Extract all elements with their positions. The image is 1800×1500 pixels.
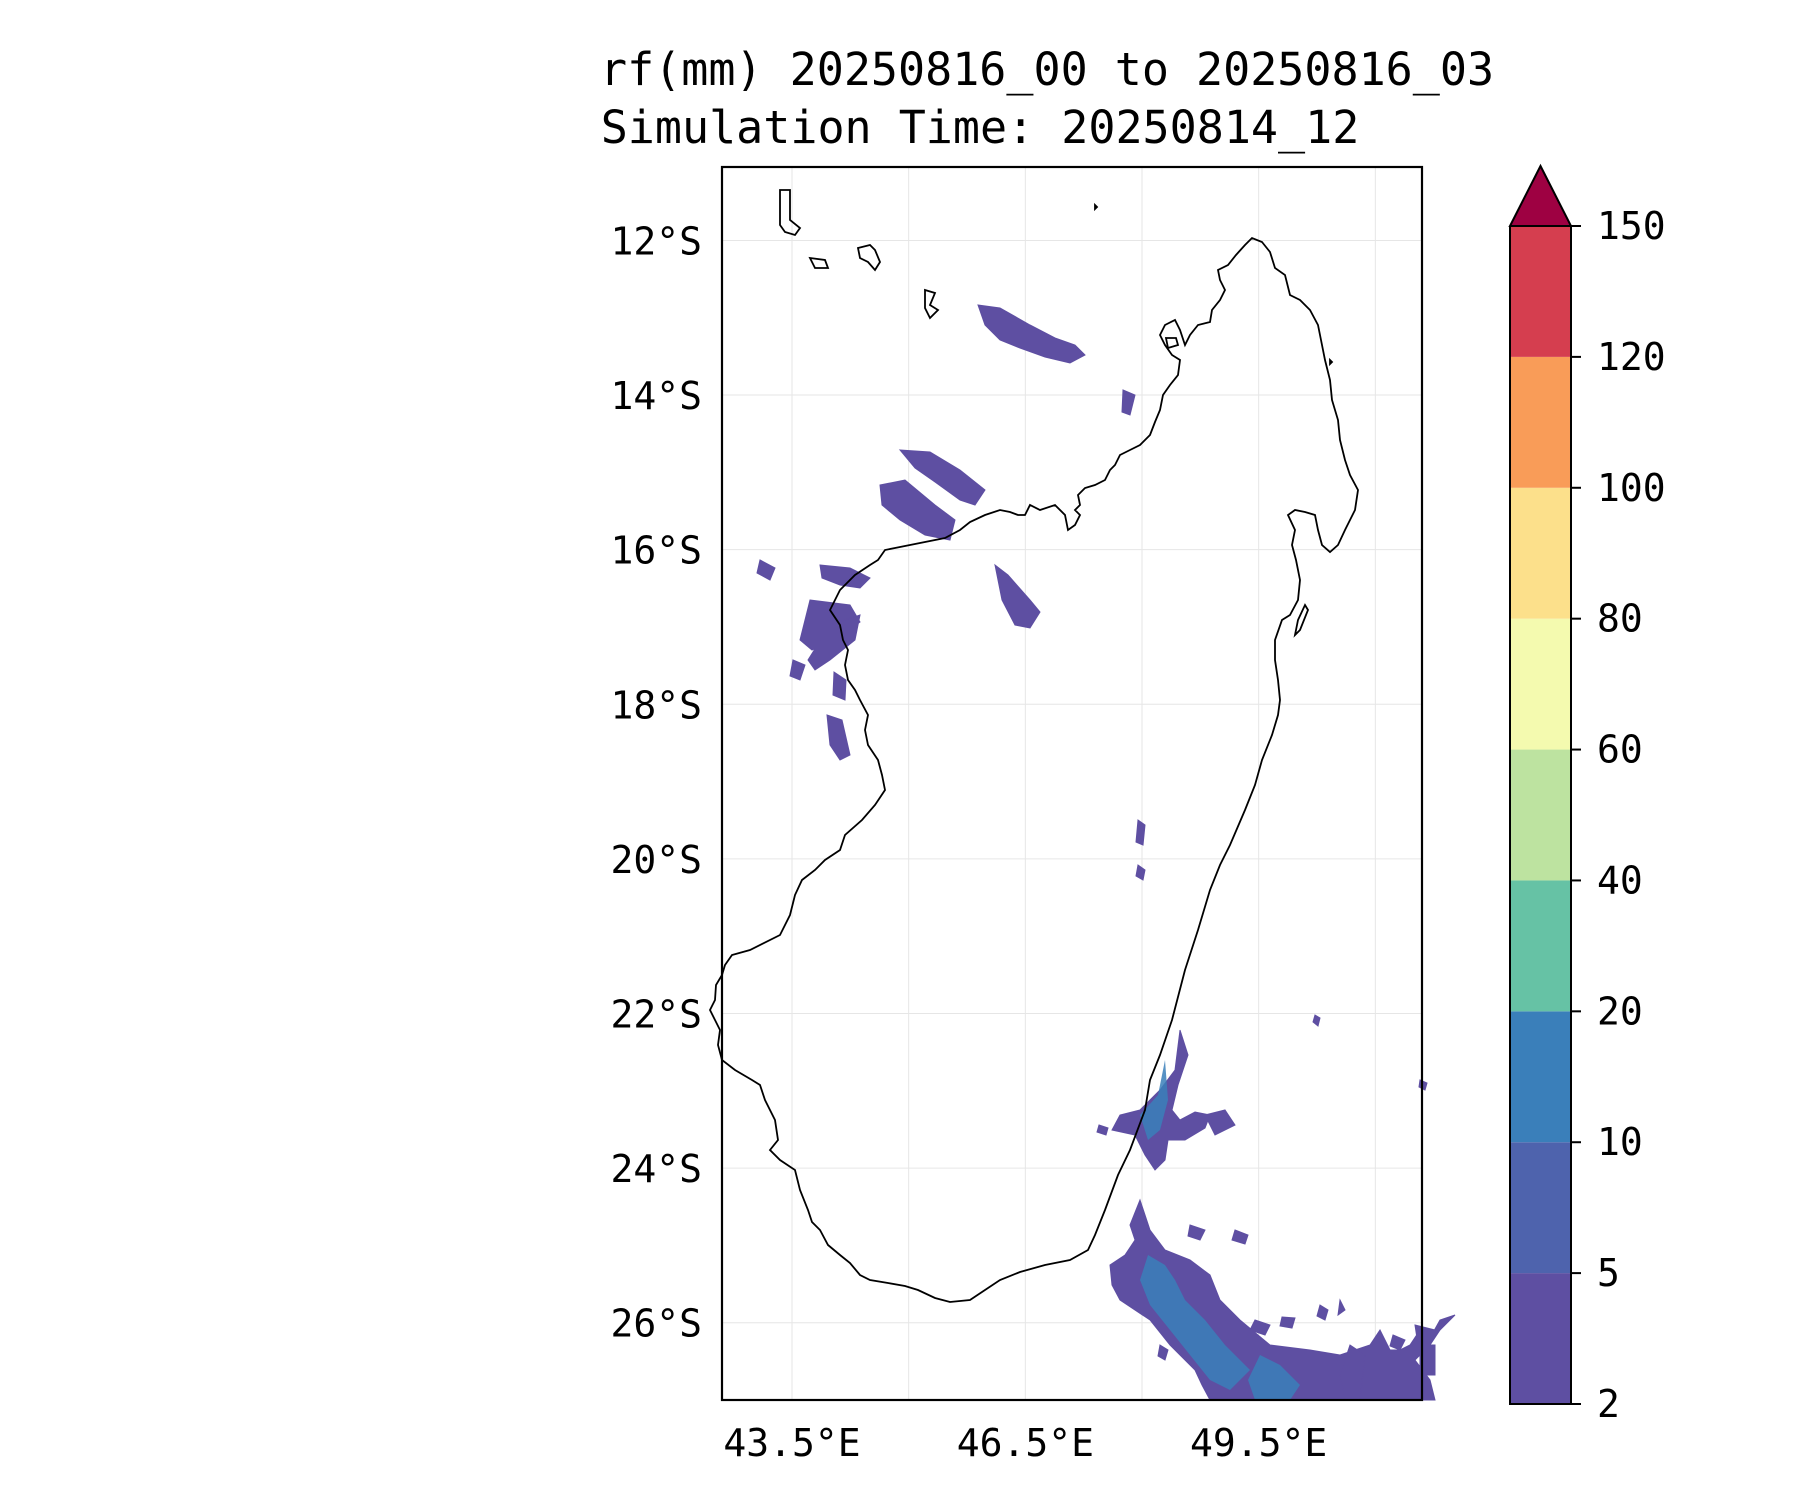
colorbar-tick-label: 2 [1597, 1382, 1620, 1426]
colorbar-tick-label: 120 [1597, 335, 1666, 379]
rain-patch-14 [1135, 864, 1146, 881]
rain-patch-22 [1337, 1298, 1346, 1317]
lat-tick-label: 12°S [610, 219, 702, 263]
rain-patch-11 [832, 671, 847, 701]
title-line-2: Simulation Time: 20250814_12 [600, 101, 1360, 154]
colorbar-tick-label: 60 [1597, 728, 1643, 772]
lat-tick-label: 22°S [610, 992, 702, 1036]
rain-patch-7 [756, 559, 776, 581]
island-north-3 [856, 244, 882, 272]
rain-patch-12 [826, 714, 851, 761]
latitude-axis: 12°S 14°S 16°S 18°S 20°S 22°S 24°S 26°S [610, 219, 702, 1345]
island-north-1 [779, 189, 802, 237]
colorbar-segment [1510, 749, 1571, 881]
rain-patch-23 [1389, 1334, 1406, 1351]
rain-patch-16 [1140, 1060, 1168, 1140]
rainfall-contours [756, 304, 1456, 1401]
island-north-5 [1094, 202, 1099, 212]
rain-patch-5 [994, 563, 1041, 629]
rain-patch-9 [807, 614, 861, 671]
map-frame [720, 165, 1424, 1402]
lon-tick-label: 46.5°E [957, 1421, 1094, 1465]
coastline [708, 189, 1359, 1303]
colorbar: 2 5 10 20 40 60 80 100 120 150 [1508, 163, 1666, 1426]
rain-patch-6 [819, 564, 871, 589]
rain-patch-2 [1121, 389, 1136, 416]
lon-tick-label: 49.5°E [1190, 1421, 1327, 1465]
island-north-4 [924, 288, 940, 320]
lat-tick-label: 16°S [610, 529, 702, 573]
rain-patch-29 [1316, 1304, 1329, 1321]
colorbar-tick-label: 80 [1597, 597, 1643, 641]
rain-patch-27 [1157, 1344, 1169, 1361]
rain-patch-13 [1135, 819, 1146, 846]
rain-patch-31 [1312, 1014, 1321, 1027]
colorbar-tick-label: 10 [1597, 1120, 1643, 1164]
rain-patch-19 [1187, 1224, 1206, 1241]
colorbar-segment [1510, 1273, 1571, 1404]
rain-patch-18 [1140, 1255, 1250, 1390]
sainte-marie-island [1293, 603, 1310, 638]
nosy-be-island [1164, 337, 1180, 350]
colorbar-segment [1510, 487, 1571, 619]
island-north-2 [808, 256, 830, 269]
rain-patch-28 [1419, 1344, 1436, 1376]
lat-tick-label: 20°S [610, 838, 702, 882]
rain-patch-33 [1204, 1109, 1236, 1136]
colorbar-segment [1510, 356, 1571, 488]
lon-tick-label: 43.5°E [723, 1421, 860, 1465]
colorbar-segment [1510, 1142, 1571, 1274]
colorbar-tick-label: 5 [1597, 1251, 1620, 1295]
colorbar-tick-label: 100 [1597, 466, 1666, 510]
rain-patch-26 [1248, 1355, 1300, 1400]
rain-patch-4 [879, 479, 956, 541]
lat-tick-label: 14°S [610, 374, 702, 418]
rain-patch-1 [977, 304, 1086, 364]
gridlines [722, 167, 1422, 1400]
lat-tick-label: 24°S [610, 1147, 702, 1191]
island-north-6 [1329, 357, 1334, 367]
lat-tick-label: 18°S [610, 683, 702, 727]
rain-patch-10 [789, 659, 806, 681]
longitude-axis: 43.5°E 46.5°E 49.5°E [723, 1421, 1327, 1465]
colorbar-segment [1510, 880, 1571, 1012]
madagascar-outline [708, 236, 1359, 1303]
colorbar-tick-label: 150 [1597, 204, 1666, 248]
colorbar-extend-arrow [1508, 163, 1573, 227]
colorbar-segment [1510, 618, 1571, 750]
rain-patch-30 [1231, 1229, 1249, 1245]
rain-patch-34 [1096, 1124, 1109, 1136]
rain-patch-3 [898, 449, 986, 506]
colorbar-segment [1510, 1011, 1571, 1143]
colorbar-tick-label: 20 [1597, 989, 1643, 1033]
rain-patch-20 [1249, 1319, 1271, 1336]
lat-tick-label: 26°S [610, 1302, 702, 1346]
colorbar-segment [1510, 226, 1571, 357]
rain-patch-21 [1279, 1316, 1296, 1329]
colorbar-outline [1509, 226, 1572, 1405]
colorbar-tick-label: 40 [1597, 858, 1643, 902]
